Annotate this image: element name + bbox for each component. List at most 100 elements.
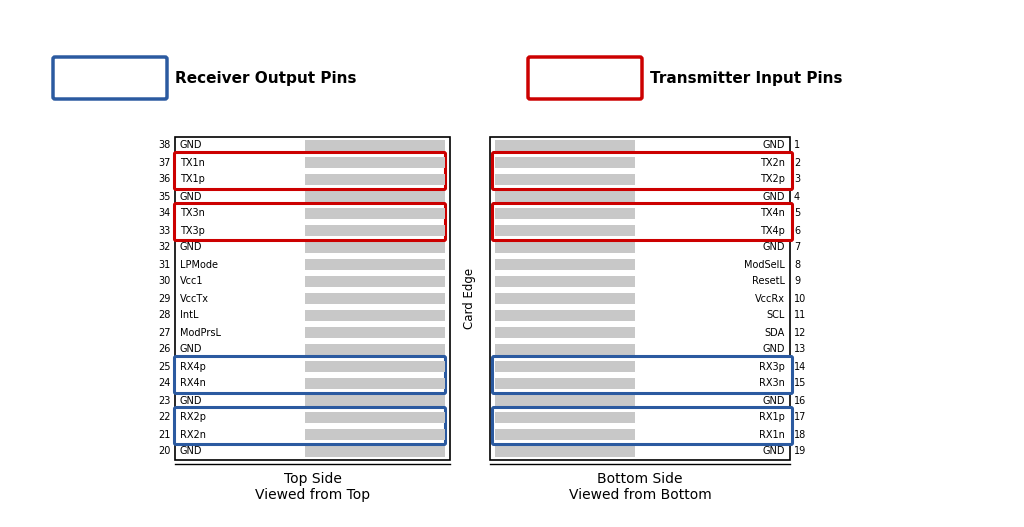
Bar (305, 208, 445, 219)
Text: 32: 32 (159, 242, 171, 252)
Bar (495, 294, 635, 304)
Text: 26: 26 (159, 345, 171, 355)
Text: 25: 25 (159, 362, 171, 372)
Text: 30: 30 (159, 277, 171, 287)
Text: 23: 23 (159, 395, 171, 405)
FancyBboxPatch shape (528, 57, 642, 99)
Text: 18: 18 (794, 430, 806, 440)
Bar (495, 174, 635, 184)
FancyBboxPatch shape (174, 356, 445, 394)
Text: RX2p: RX2p (180, 413, 206, 423)
Text: RX1p: RX1p (759, 413, 785, 423)
Text: 12: 12 (794, 327, 806, 337)
Bar (495, 395, 635, 406)
Text: ModSelL: ModSelL (744, 259, 785, 269)
Bar (175, 137, 450, 460)
Text: 22: 22 (159, 413, 171, 423)
Bar (305, 174, 445, 184)
FancyBboxPatch shape (493, 407, 793, 444)
Bar (305, 413, 445, 423)
Bar (495, 345, 635, 355)
Bar (495, 362, 635, 372)
Text: Bottom Side: Bottom Side (597, 472, 683, 486)
Bar (305, 140, 445, 151)
Bar (495, 174, 635, 184)
Text: TX2n: TX2n (760, 158, 785, 168)
Text: 21: 21 (159, 430, 171, 440)
Text: RX4p: RX4p (180, 362, 206, 372)
Bar (495, 242, 635, 252)
Bar (305, 395, 445, 406)
FancyBboxPatch shape (493, 203, 793, 240)
FancyBboxPatch shape (174, 203, 445, 240)
Bar (495, 208, 635, 219)
Bar (305, 378, 445, 388)
Bar (495, 158, 635, 168)
Bar (495, 310, 635, 320)
Text: 4: 4 (794, 191, 800, 201)
Text: 13: 13 (794, 345, 806, 355)
Text: TX1n: TX1n (180, 158, 205, 168)
Text: TX1p: TX1p (180, 174, 205, 184)
Text: Top Side: Top Side (284, 472, 341, 486)
Bar (305, 413, 445, 423)
Text: Transmitter Input Pins: Transmitter Input Pins (650, 71, 843, 85)
Bar (495, 327, 635, 338)
Text: TX4p: TX4p (760, 226, 785, 236)
Text: SCL: SCL (767, 310, 785, 320)
Text: RX1n: RX1n (759, 430, 785, 440)
Bar (495, 158, 635, 168)
Bar (305, 362, 445, 372)
Text: TX2n: TX2n (760, 158, 785, 168)
Text: 31: 31 (159, 259, 171, 269)
Text: GND: GND (763, 395, 785, 405)
Bar (495, 413, 635, 423)
Text: 19: 19 (794, 446, 806, 456)
Bar (305, 191, 445, 202)
Text: RX4n: RX4n (180, 378, 206, 388)
Text: RX3p: RX3p (759, 362, 785, 372)
Bar (305, 345, 445, 355)
Text: GND: GND (763, 191, 785, 201)
Text: 38: 38 (159, 141, 171, 151)
Text: GND: GND (180, 345, 203, 355)
Text: GND: GND (180, 141, 203, 151)
Text: 33: 33 (159, 226, 171, 236)
FancyBboxPatch shape (174, 152, 445, 190)
Bar (305, 430, 445, 440)
Text: TX4p: TX4p (760, 226, 785, 236)
Text: RX3p: RX3p (759, 362, 785, 372)
Bar (305, 294, 445, 304)
Text: 14: 14 (794, 362, 806, 372)
Text: RX2n: RX2n (180, 430, 206, 440)
Bar (495, 378, 635, 388)
Text: 37: 37 (159, 158, 171, 168)
Bar (495, 226, 635, 236)
Text: Vcc1: Vcc1 (180, 277, 204, 287)
Text: VccTx: VccTx (180, 294, 209, 304)
Bar (495, 430, 635, 440)
Text: VccRx: VccRx (755, 294, 785, 304)
Text: 10: 10 (794, 294, 806, 304)
Text: IntL: IntL (180, 310, 199, 320)
Text: 5: 5 (794, 209, 800, 219)
Text: 28: 28 (159, 310, 171, 320)
Bar (495, 208, 635, 219)
Bar (495, 226, 635, 236)
Bar (495, 140, 635, 151)
Text: Receiver Output Pins: Receiver Output Pins (175, 71, 356, 85)
FancyBboxPatch shape (493, 356, 793, 394)
Text: 17: 17 (794, 413, 806, 423)
FancyBboxPatch shape (174, 407, 445, 444)
Bar (305, 430, 445, 440)
Text: GND: GND (763, 141, 785, 151)
Text: TX2p: TX2p (760, 174, 785, 184)
Text: TX4n: TX4n (760, 209, 785, 219)
Bar (495, 446, 635, 456)
Bar (305, 446, 445, 456)
Bar (305, 276, 445, 287)
Text: TX2p: TX2p (760, 174, 785, 184)
Bar (495, 259, 635, 270)
Bar (495, 430, 635, 440)
Text: GND: GND (763, 345, 785, 355)
